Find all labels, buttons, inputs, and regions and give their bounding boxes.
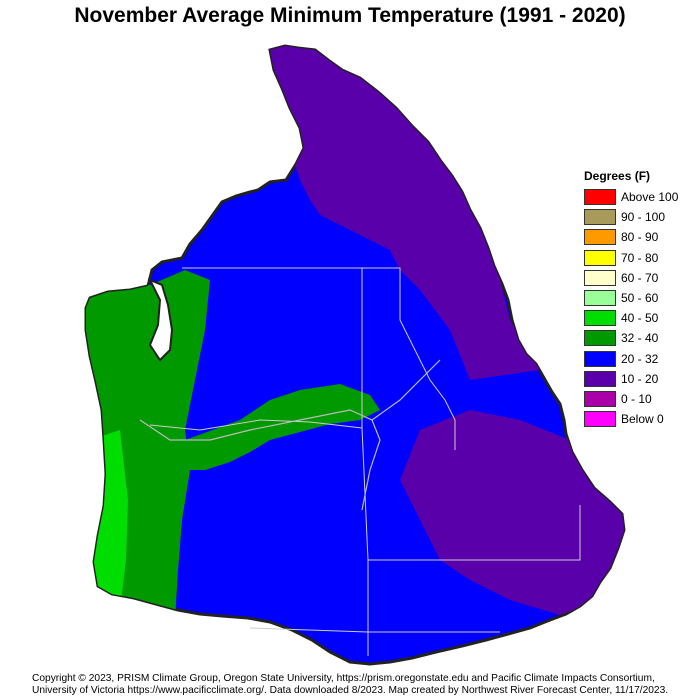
region-10-20-north <box>260 46 540 380</box>
credit-line-1: Copyright © 2023, PRISM Climate Group, O… <box>32 673 655 684</box>
legend-item: 40 - 50 <box>584 308 694 328</box>
region-32-40-columbia <box>185 384 380 470</box>
map-title: November Average Minimum Temperature (19… <box>74 4 626 27</box>
legend-items: Above 100 90 - 100 80 - 90 70 - 80 60 - 70 50… <box>584 187 694 429</box>
legend: Degrees (F) Above 100 90 - 100 80 - 90 70 -… <box>584 169 694 429</box>
legend-item: 50 - 60 <box>584 288 694 308</box>
legend-item: 10 - 20 <box>584 369 694 389</box>
legend-item: 70 - 80 <box>584 248 694 268</box>
legend-swatch <box>584 390 616 407</box>
legend-swatch <box>584 411 616 428</box>
legend-label: 40 - 50 <box>621 311 659 326</box>
legend-label: 0 - 10 <box>621 391 652 406</box>
legend-swatch <box>584 350 616 367</box>
legend-swatch <box>584 269 616 286</box>
legend-swatch <box>584 290 616 307</box>
legend-label: 60 - 70 <box>621 270 659 285</box>
legend-swatch <box>584 330 616 347</box>
legend-item: 60 - 70 <box>584 268 694 288</box>
legend-swatch <box>584 209 616 226</box>
legend-label: 32 - 40 <box>621 331 659 346</box>
legend-swatch <box>584 370 616 387</box>
legend-label: 80 - 90 <box>621 230 659 245</box>
legend-label: Above 100 <box>621 190 679 205</box>
legend-item: 0 - 10 <box>584 389 694 409</box>
legend-swatch <box>584 189 616 206</box>
legend-label: 70 - 80 <box>621 250 659 265</box>
legend-swatch <box>584 310 616 327</box>
legend-label: 20 - 32 <box>621 351 659 366</box>
legend-label: 10 - 20 <box>621 371 659 386</box>
legend-item: Below 0 <box>584 409 694 429</box>
region-40-50-coast <box>90 430 128 610</box>
legend-item: 32 - 40 <box>584 328 694 348</box>
rivers <box>139 359 441 511</box>
legend-label: Below 0 <box>621 412 664 427</box>
legend-item: 20 - 32 <box>584 349 694 369</box>
legend-label: 50 - 60 <box>621 291 659 306</box>
legend-title: Degrees (F) <box>584 169 651 183</box>
credit-text: Copyright © 2023, PRISM Climate Group, O… <box>32 673 692 697</box>
legend-swatch <box>584 249 616 266</box>
legend-label: 90 - 100 <box>621 210 666 225</box>
legend-item: 80 - 90 <box>584 227 694 247</box>
region-10-20-southeast <box>400 410 624 615</box>
state-boundaries <box>149 267 581 656</box>
credit-line-2: University of Victoria https://www.pacif… <box>32 685 669 696</box>
legend-item: Above 100 <box>584 187 694 207</box>
legend-swatch <box>584 229 616 246</box>
legend-item: 90 - 100 <box>584 207 694 227</box>
puget-sound <box>147 278 174 362</box>
